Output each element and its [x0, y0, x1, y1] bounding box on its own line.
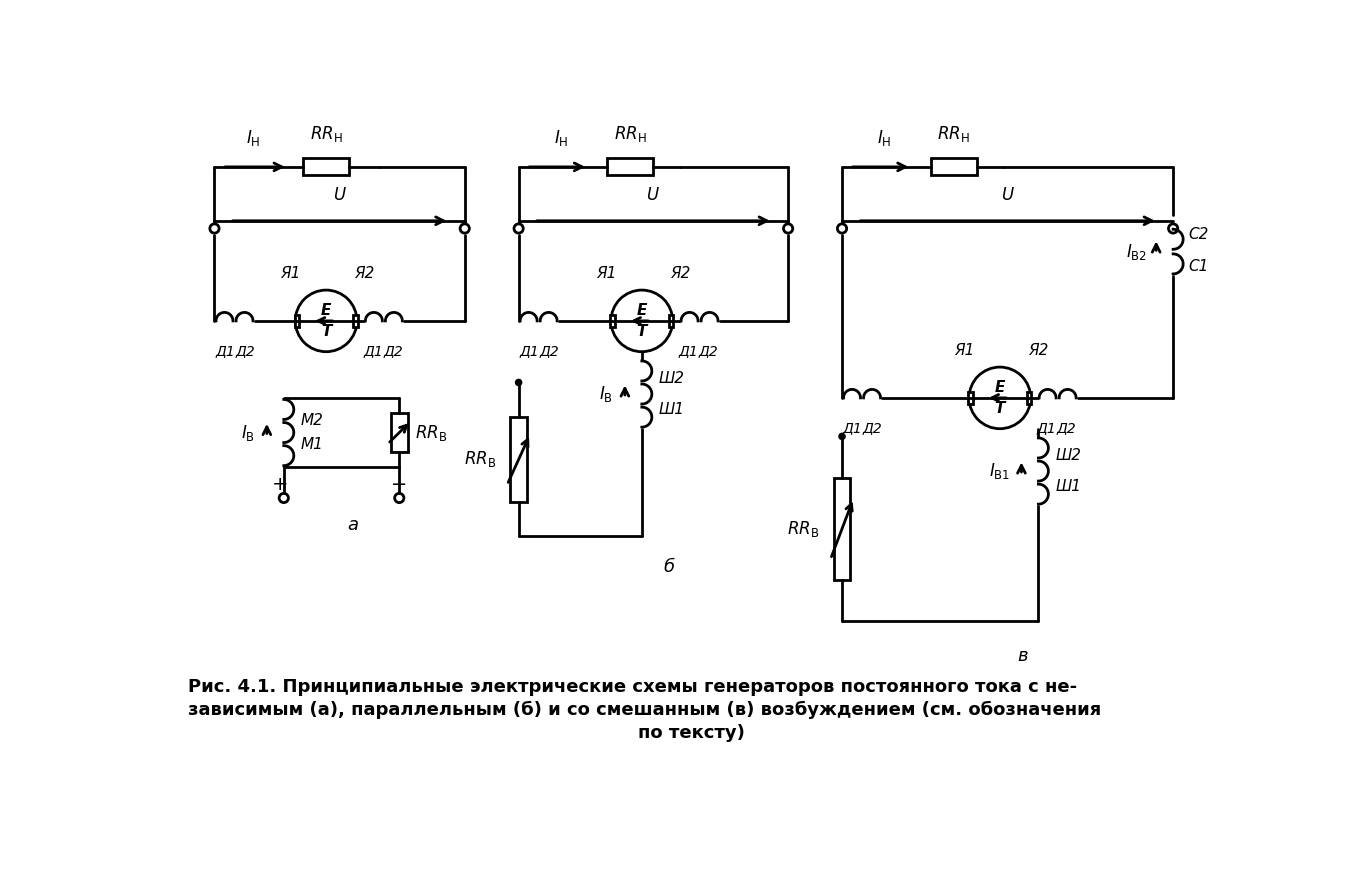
- Text: Я1: Я1: [281, 266, 301, 280]
- Text: б: б: [663, 558, 675, 577]
- Text: Д1: Д1: [216, 344, 235, 358]
- Text: Д2: Д2: [863, 421, 883, 435]
- Text: зависимым (а), параллельным (б) и со смешанным (в) возбуждением (см. обозначения: зависимым (а), параллельным (б) и со сме…: [188, 700, 1100, 719]
- Text: C2: C2: [1188, 227, 1208, 242]
- Text: Д2: Д2: [383, 344, 404, 358]
- Text: Я1: Я1: [597, 266, 617, 280]
- Text: Д1: Д1: [520, 344, 539, 358]
- Text: Ш1: Ш1: [1056, 479, 1081, 494]
- Text: Ш1: Ш1: [659, 402, 684, 417]
- Bar: [354, 314, 358, 327]
- Bar: [968, 392, 973, 404]
- Text: $U$: $U$: [332, 186, 347, 204]
- Text: в: в: [1018, 647, 1029, 665]
- Text: Я2: Я2: [1029, 343, 1049, 358]
- Text: +: +: [271, 475, 288, 494]
- Text: C1: C1: [1188, 260, 1208, 274]
- Text: Д1: Д1: [842, 421, 863, 435]
- Bar: [930, 159, 977, 175]
- Text: Д1: Д1: [679, 344, 699, 358]
- Text: $RR_{\rm B}$: $RR_{\rm B}$: [414, 422, 447, 442]
- Text: Ш2: Ш2: [659, 371, 684, 386]
- Bar: [294, 314, 300, 327]
- Text: $RR_{\rm H}$: $RR_{\rm H}$: [937, 124, 971, 144]
- Text: T: T: [321, 324, 331, 339]
- Text: Ш2: Ш2: [1056, 449, 1081, 463]
- Text: $I_{\rm H}$: $I_{\rm H}$: [554, 128, 568, 148]
- Text: Д1: Д1: [363, 344, 383, 358]
- Text: $RR_{\rm H}$: $RR_{\rm H}$: [614, 124, 647, 144]
- Text: Я2: Я2: [355, 266, 375, 280]
- Bar: [610, 314, 614, 327]
- Text: Я1: Я1: [954, 343, 975, 358]
- Text: а: а: [347, 516, 359, 534]
- Text: $RR_{\rm B}$: $RR_{\rm B}$: [464, 449, 497, 469]
- Text: −: −: [392, 475, 408, 494]
- Text: Д2: Д2: [540, 344, 559, 358]
- Text: по тексту): по тексту): [639, 724, 745, 742]
- Bar: [1027, 392, 1031, 404]
- Text: E: E: [321, 302, 331, 318]
- Text: $I_{\rm B1}$: $I_{\rm B1}$: [988, 461, 1010, 481]
- Bar: [668, 314, 674, 327]
- Text: M1: M1: [301, 436, 324, 451]
- Text: $RR_{\rm H}$: $RR_{\rm H}$: [309, 124, 343, 144]
- Bar: [390, 414, 408, 451]
- Text: T: T: [995, 402, 1004, 416]
- Text: $I_{\rm H}$: $I_{\rm H}$: [246, 128, 261, 148]
- Circle shape: [838, 433, 845, 440]
- Text: $U$: $U$: [647, 186, 660, 204]
- Bar: [510, 417, 526, 502]
- Text: Я2: Я2: [670, 266, 690, 280]
- Text: E: E: [637, 302, 647, 318]
- Text: $I_{\rm H}$: $I_{\rm H}$: [878, 128, 891, 148]
- Text: $RR_{\rm B}$: $RR_{\rm B}$: [787, 519, 819, 539]
- Text: Д2: Д2: [1057, 421, 1077, 435]
- Text: M2: M2: [301, 414, 324, 429]
- Text: $I_{\rm B2}$: $I_{\rm B2}$: [1126, 241, 1147, 261]
- Text: Д2: Д2: [699, 344, 718, 358]
- Text: $I_{\rm B}$: $I_{\rm B}$: [242, 422, 255, 442]
- Bar: [608, 159, 653, 175]
- Bar: [302, 159, 350, 175]
- Text: T: T: [637, 324, 647, 339]
- Text: $U$: $U$: [1000, 186, 1014, 204]
- Text: Рис. 4.1. Принципиальные электрические схемы генераторов постоянного тока с не-: Рис. 4.1. Принципиальные электрические с…: [188, 678, 1077, 696]
- Text: Д1: Д1: [1037, 421, 1057, 435]
- Text: $I_{\rm B}$: $I_{\rm B}$: [599, 384, 613, 404]
- Text: Д2: Д2: [235, 344, 255, 358]
- Text: E: E: [995, 380, 1004, 395]
- Circle shape: [516, 380, 521, 386]
- Bar: [833, 478, 851, 579]
